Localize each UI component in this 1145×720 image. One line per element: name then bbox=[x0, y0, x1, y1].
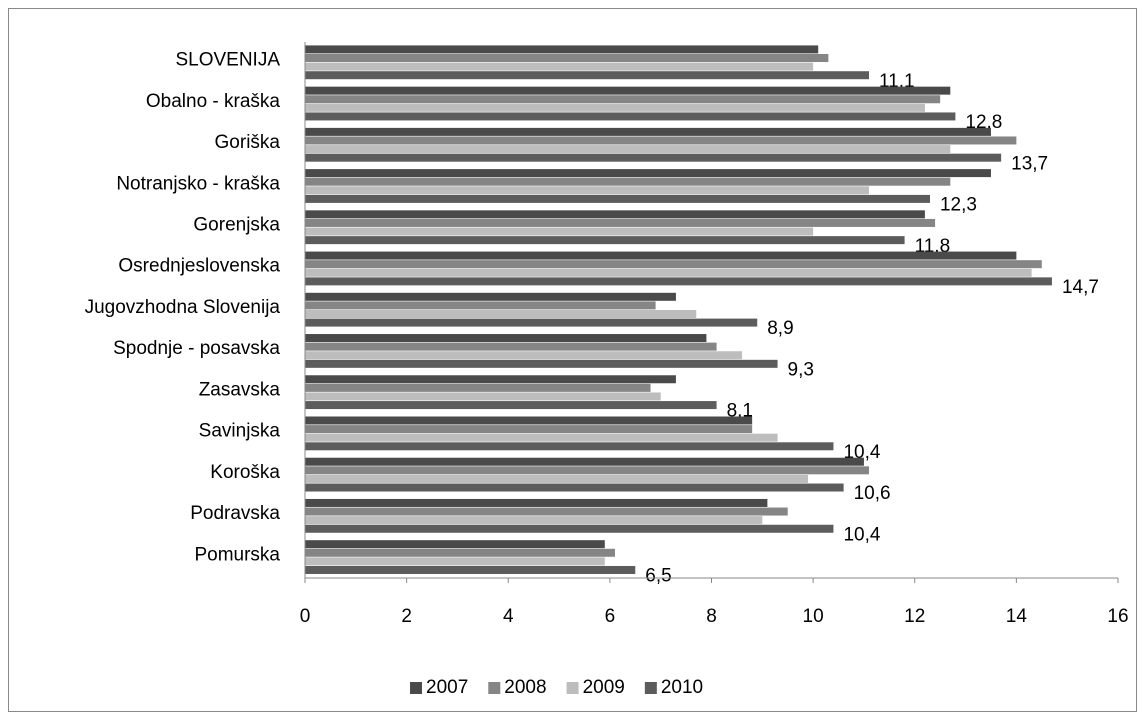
x-tick-label: 2 bbox=[401, 606, 412, 627]
bar bbox=[305, 342, 717, 351]
bar bbox=[305, 498, 768, 507]
legend-label: 2009 bbox=[583, 677, 625, 698]
bar bbox=[305, 433, 778, 442]
bar bbox=[305, 62, 814, 71]
bar bbox=[305, 359, 778, 368]
legend-swatch bbox=[488, 682, 501, 694]
bar bbox=[305, 401, 717, 410]
value-label: 11,1 bbox=[879, 71, 915, 92]
y-tick-label: Notranjsko - kraška bbox=[116, 173, 280, 194]
bar bbox=[305, 392, 661, 401]
bar bbox=[305, 351, 742, 360]
legend-label: 2010 bbox=[661, 677, 703, 698]
y-tick-label: Pomurska bbox=[194, 544, 280, 565]
bar bbox=[305, 483, 844, 492]
value-label: 8,9 bbox=[767, 318, 793, 339]
bar bbox=[305, 169, 991, 178]
value-label: 11,8 bbox=[915, 236, 951, 257]
bar bbox=[305, 86, 951, 95]
bar bbox=[305, 565, 636, 574]
x-tick-label: 4 bbox=[503, 606, 514, 627]
bar bbox=[305, 334, 707, 343]
bar bbox=[305, 177, 951, 186]
bar bbox=[305, 318, 758, 327]
bar bbox=[305, 442, 834, 451]
x-tick-label: 16 bbox=[1107, 606, 1128, 627]
bar bbox=[305, 507, 788, 516]
value-label: 14,7 bbox=[1062, 277, 1099, 298]
bar bbox=[305, 416, 753, 425]
bar bbox=[305, 194, 930, 203]
bar bbox=[305, 112, 956, 121]
y-tick-label: Gorenjska bbox=[193, 214, 280, 235]
value-label: 12,8 bbox=[965, 112, 1002, 133]
value-label: 6,5 bbox=[645, 566, 671, 587]
bar bbox=[305, 383, 651, 392]
x-tick-label: 6 bbox=[605, 606, 616, 627]
bar bbox=[305, 218, 936, 227]
bar bbox=[305, 375, 676, 384]
y-tick-label: Jugovzhodna Slovenija bbox=[85, 297, 281, 318]
bar bbox=[305, 260, 1042, 269]
bar bbox=[305, 236, 905, 245]
bar bbox=[305, 210, 925, 219]
bar bbox=[305, 227, 814, 236]
legend-swatch bbox=[566, 682, 579, 694]
bar bbox=[305, 95, 941, 104]
bar bbox=[305, 103, 925, 112]
bar bbox=[305, 310, 697, 318]
bar bbox=[305, 457, 864, 466]
bar bbox=[305, 251, 1017, 260]
y-tick-label: Koroška bbox=[210, 462, 280, 483]
legend-swatch bbox=[644, 682, 657, 694]
bar bbox=[305, 45, 819, 54]
bar bbox=[305, 292, 676, 301]
x-tick-label: 8 bbox=[706, 606, 717, 627]
y-tick-label: Zasavska bbox=[199, 379, 281, 400]
bar bbox=[305, 540, 605, 549]
bar bbox=[305, 268, 1032, 277]
legend-swatch bbox=[410, 682, 422, 694]
value-label: 9,3 bbox=[788, 359, 814, 380]
value-label: 10,4 bbox=[843, 442, 880, 463]
legend-label: 2007 bbox=[426, 677, 468, 698]
value-label: 10,6 bbox=[854, 483, 891, 504]
bar bbox=[305, 136, 1017, 145]
bar bbox=[305, 127, 991, 136]
bar bbox=[305, 153, 1002, 162]
bar bbox=[305, 557, 605, 566]
bar bbox=[305, 71, 870, 80]
y-tick-label: Spodnje - posavska bbox=[113, 338, 280, 359]
value-label: 8,1 bbox=[727, 401, 753, 422]
bar bbox=[305, 54, 829, 63]
legend-label: 2008 bbox=[504, 677, 546, 698]
bar bbox=[305, 466, 870, 475]
y-tick-label: Podravska bbox=[190, 503, 280, 524]
y-tick-label: Osrednjeslovenska bbox=[118, 256, 280, 277]
bar bbox=[305, 186, 870, 195]
x-tick-label: 10 bbox=[803, 606, 824, 627]
bar bbox=[305, 277, 1052, 286]
x-tick-label: 12 bbox=[904, 606, 925, 627]
bar bbox=[305, 548, 615, 557]
bar bbox=[305, 516, 763, 525]
x-tick-label: 14 bbox=[1006, 606, 1028, 627]
y-tick-label: Obalno - kraška bbox=[146, 91, 281, 112]
bar bbox=[305, 474, 809, 483]
value-label: 12,3 bbox=[940, 195, 977, 216]
y-tick-label: SLOVENIJA bbox=[175, 50, 280, 71]
bar bbox=[305, 524, 834, 533]
bar bbox=[305, 301, 656, 310]
value-label: 10,4 bbox=[843, 524, 880, 545]
bar bbox=[305, 145, 951, 154]
y-tick-label: Savinjska bbox=[199, 421, 281, 442]
bar bbox=[305, 425, 753, 434]
y-tick-label: Goriška bbox=[215, 132, 281, 153]
value-label: 13,7 bbox=[1011, 153, 1048, 174]
x-tick-label: 0 bbox=[300, 606, 311, 627]
